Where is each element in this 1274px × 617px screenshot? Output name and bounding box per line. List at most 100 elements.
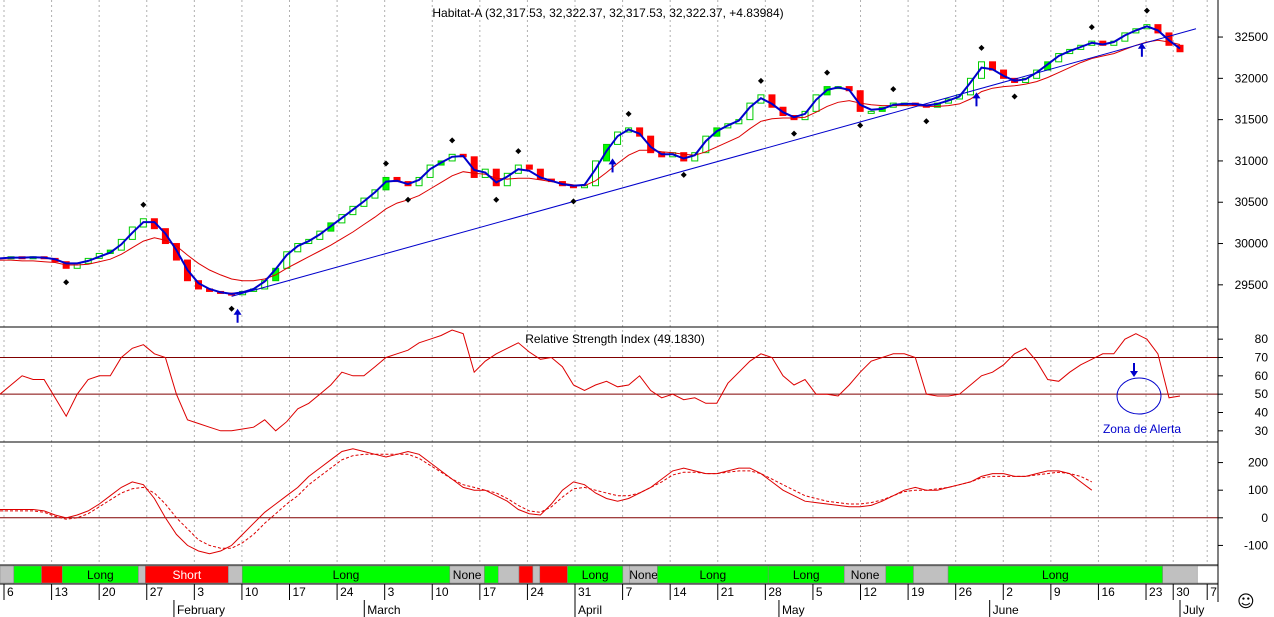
x-tick-label: 2	[1006, 585, 1013, 599]
pivot-marker	[449, 137, 456, 144]
y-tick-label: 30500	[1235, 195, 1269, 209]
pivot-marker	[824, 69, 831, 76]
x-tick-label: 27	[150, 585, 164, 599]
rsi-panel: 30 40 50 60 70 80	[0, 329, 1269, 438]
pivot-marker	[680, 171, 687, 178]
x-tick-label: 19	[911, 585, 925, 599]
x-tick-label: 9	[1054, 585, 1061, 599]
month-label: February	[177, 603, 225, 617]
oscillator-panel: -100 0 100 200	[0, 448, 1268, 555]
x-tick-label: 28	[768, 585, 782, 599]
signal-label: Long	[1042, 568, 1069, 582]
signal-label: None	[453, 568, 482, 582]
signal-label: Long	[582, 568, 609, 582]
x-tick-label: 7	[626, 585, 633, 599]
gridlines	[3, 0, 1208, 565]
y-tick-label: 0	[1261, 511, 1268, 525]
signal-label: None	[851, 568, 880, 582]
y-tick-label: 31000	[1235, 154, 1269, 168]
x-tick-label: 16	[1101, 585, 1115, 599]
signal-label: Long	[333, 568, 360, 582]
signal-segment	[518, 565, 534, 584]
x-tick-label: 6	[7, 585, 14, 599]
x-tick-label: 12	[864, 585, 878, 599]
x-tick-label: 17	[293, 585, 307, 599]
x-tick-label: 30	[1176, 585, 1190, 599]
y-tick-label: 60	[1255, 369, 1269, 383]
signal-label: Long	[87, 568, 114, 582]
y-tick-label: -100	[1244, 538, 1268, 552]
trend-line	[231, 28, 1197, 297]
x-axis: 6 13 20 27 3 10 17 24 3 10 17 24 31 7 14 21 28 5 12 19 26 2 9 1…	[3, 584, 1217, 617]
price-bar	[614, 131, 622, 145]
signal-segment	[539, 565, 568, 584]
pivot-marker	[890, 86, 897, 93]
pivot-marker	[857, 122, 864, 129]
up-arrow-icon	[233, 308, 242, 315]
y-tick-label: 30000	[1235, 237, 1269, 251]
pivot-marker	[625, 110, 632, 117]
signal-segment	[484, 565, 499, 584]
signal-segment	[228, 565, 243, 584]
y-tick-label: 200	[1248, 456, 1268, 470]
rsi-title: Relative Strength Index (49.1830)	[525, 332, 704, 346]
month-label: May	[782, 603, 805, 617]
signal-segment	[885, 565, 914, 584]
signal-segment	[1196, 565, 1219, 584]
rsi-line	[0, 329, 1181, 432]
up-arrow-icon	[608, 158, 617, 165]
pivot-marker	[1011, 93, 1018, 100]
signal-bar: Long Short Long None Long None Long Long None Lon…	[0, 565, 1219, 584]
y-tick-label: 100	[1248, 483, 1268, 497]
x-tick-label: 21	[721, 585, 735, 599]
up-arrow-icon	[1137, 42, 1146, 49]
price-panel: 29500 30000 30500 31000 31500 32000 32500	[0, 7, 1269, 323]
signal-label: None	[629, 568, 658, 582]
price-bar	[150, 218, 158, 230]
signal-label: Short	[173, 568, 202, 582]
x-tick-label: 23	[1149, 585, 1163, 599]
x-tick-label: 26	[959, 585, 973, 599]
panel-frames	[0, 0, 1219, 602]
pivot-marker	[493, 196, 500, 203]
price-bar	[161, 228, 169, 245]
pivot-marker	[140, 201, 147, 208]
signal-segment	[13, 565, 42, 584]
pivot-marker	[1088, 24, 1095, 31]
x-tick-label: 10	[435, 585, 449, 599]
pivot-marker	[382, 160, 389, 167]
price-bar	[525, 164, 533, 170]
month-label: June	[993, 603, 1019, 617]
x-tick-label: 7	[1210, 585, 1217, 599]
signal-segment	[0, 565, 15, 584]
signal-segment	[913, 565, 949, 584]
y-tick-label: 40	[1255, 406, 1269, 420]
smiley-icon: ☺	[1237, 592, 1255, 612]
y-tick-label: 31500	[1235, 113, 1269, 127]
month-label: March	[367, 603, 400, 617]
x-tick-label: 24	[530, 585, 544, 599]
pivot-marker	[1143, 7, 1150, 14]
price-bar	[768, 94, 776, 108]
alert-zone-circle	[1116, 377, 1162, 415]
x-tick-label: 3	[388, 585, 395, 599]
signal-segment	[138, 565, 146, 584]
y-tick-label: 80	[1255, 332, 1269, 346]
signal-label: Long	[699, 568, 726, 582]
signal-segment	[1162, 565, 1198, 584]
x-tick-label: 20	[102, 585, 116, 599]
y-tick-label: 29500	[1235, 278, 1269, 292]
alert-arrow-icon	[1130, 363, 1138, 377]
pivot-marker	[757, 77, 764, 84]
pivot-marker	[570, 198, 577, 205]
pivot-marker	[405, 196, 412, 203]
y-tick-label: 30	[1255, 424, 1269, 438]
x-tick-label: 17	[483, 585, 497, 599]
month-label: July	[1183, 603, 1204, 617]
x-tick-label: 24	[340, 585, 354, 599]
pivot-marker	[228, 305, 235, 312]
y-tick-label: 32500	[1235, 30, 1269, 44]
x-tick-label: 14	[673, 585, 687, 599]
x-tick-label: 13	[55, 585, 69, 599]
